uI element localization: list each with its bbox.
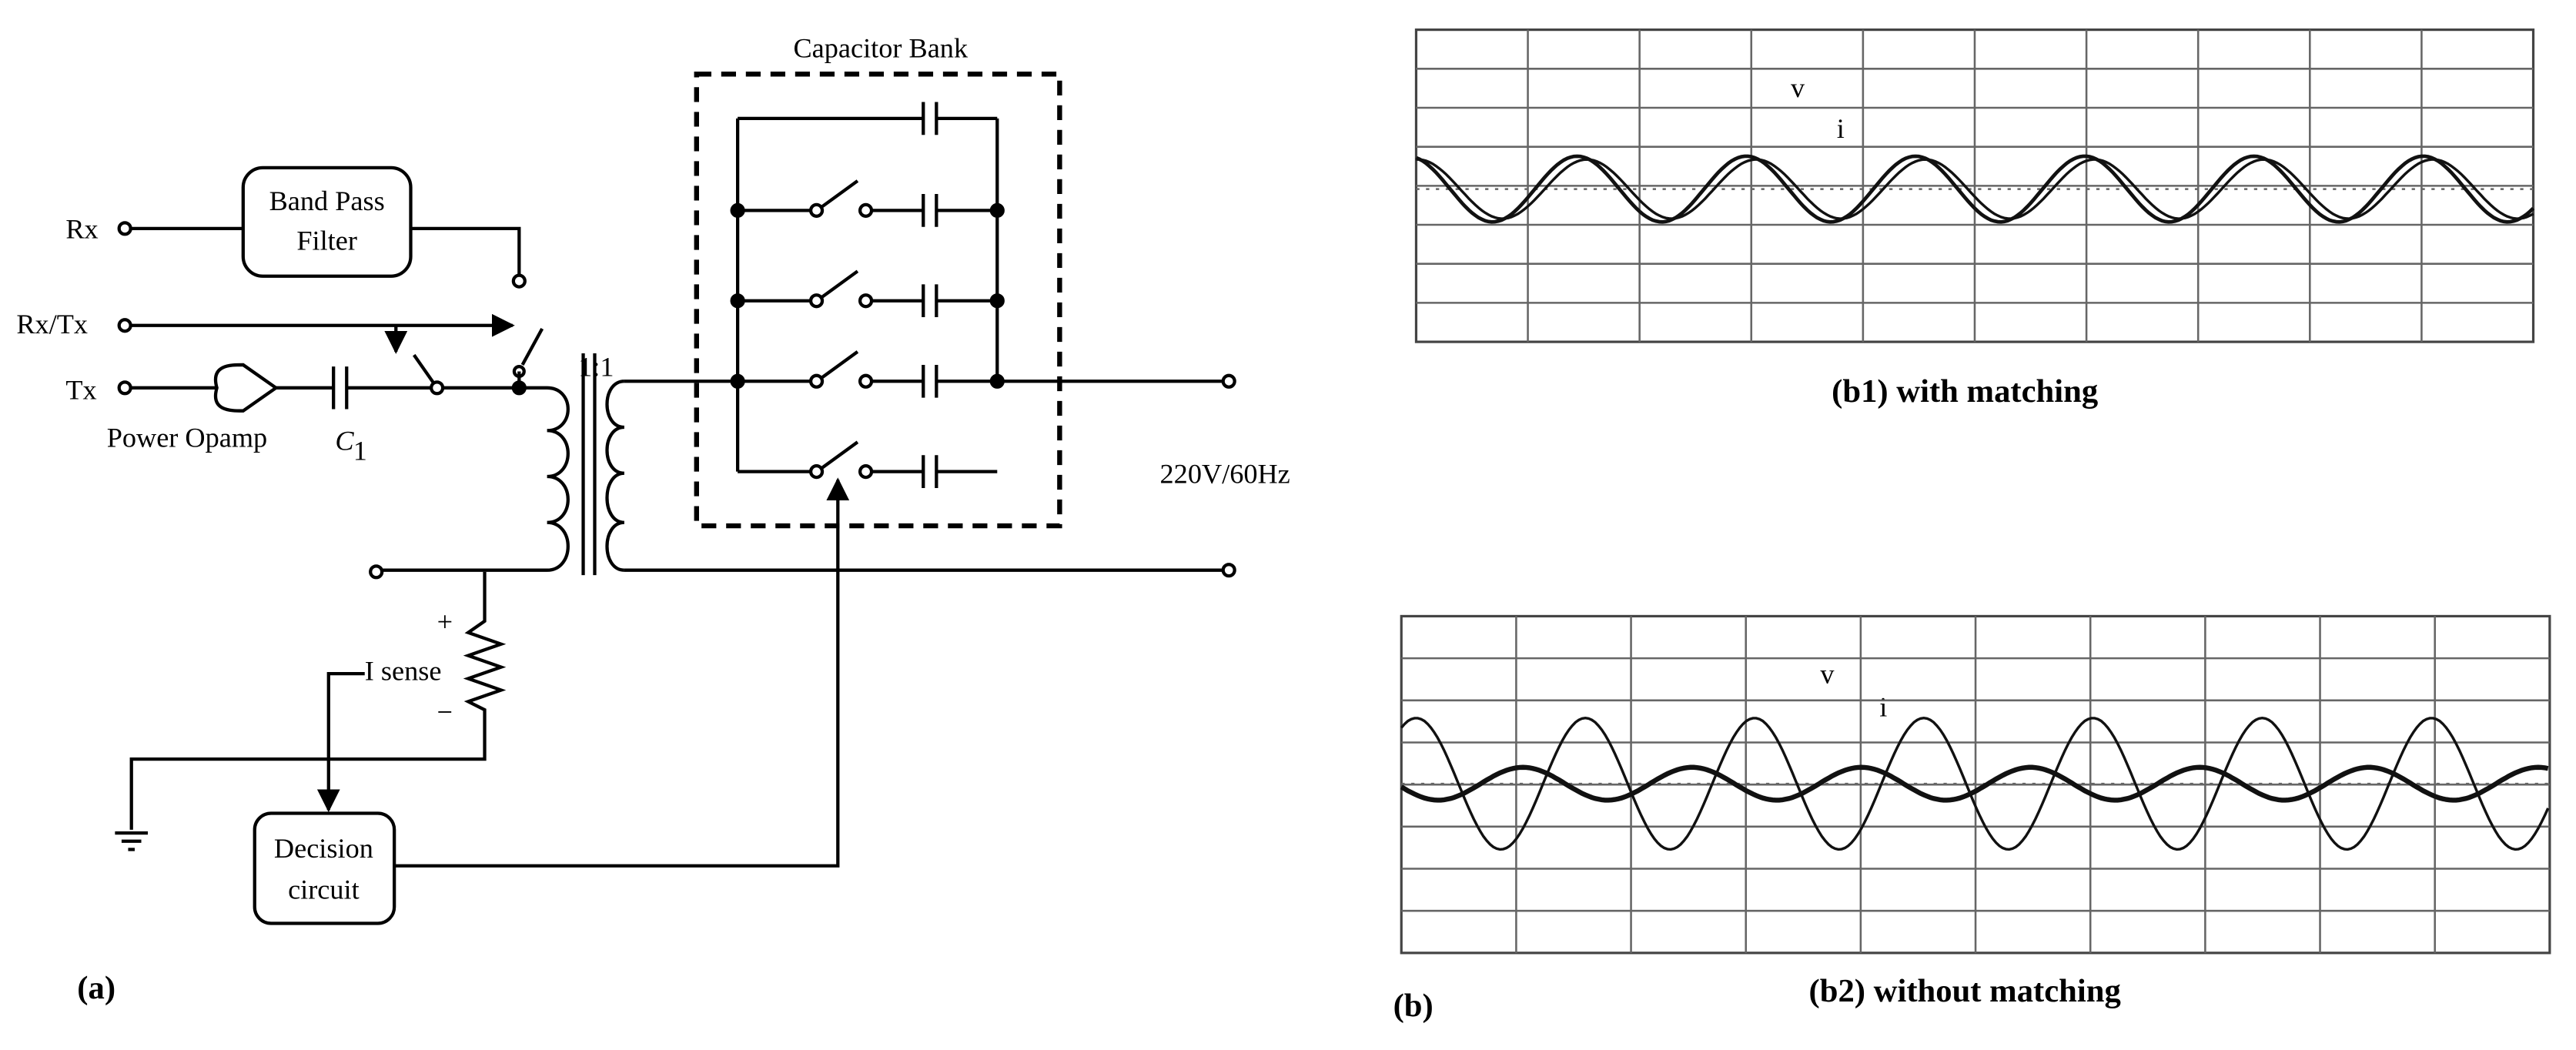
filter-label: Filter xyxy=(296,225,357,256)
terminal xyxy=(808,202,825,218)
switch-row xyxy=(738,350,998,398)
opamp-label: Power Opamp xyxy=(107,422,268,453)
terminal xyxy=(808,464,825,480)
cap-label: C xyxy=(335,426,354,456)
decision-label: circuit xyxy=(288,874,360,905)
switch-row xyxy=(738,440,998,488)
labels: Capacitor Bank Rx Rx/Tx Tx Band Pass Fil… xyxy=(16,33,2120,1025)
node xyxy=(989,293,1005,309)
trace-label: v xyxy=(1820,659,1835,690)
ratio-label: 1:1 xyxy=(578,352,614,383)
trace-label: v xyxy=(1791,72,1805,103)
scope xyxy=(1400,614,2551,955)
sense-label: I sense xyxy=(365,655,442,686)
port-label: Rx xyxy=(65,213,98,244)
cap-subscript: 1 xyxy=(353,436,367,466)
waveform xyxy=(1400,764,2549,803)
scope xyxy=(1414,28,2535,343)
waveform xyxy=(1416,158,2534,220)
decision-label: Decision xyxy=(274,833,373,864)
terminal xyxy=(858,464,874,480)
caption: (b2) without matching xyxy=(1809,973,2121,1009)
sense-minus: − xyxy=(437,697,453,727)
node xyxy=(730,202,745,218)
waveform xyxy=(1400,717,2550,851)
bank-title: Capacitor Bank xyxy=(793,33,968,64)
sense-plus: + xyxy=(437,606,453,637)
node xyxy=(730,293,745,309)
node xyxy=(989,202,1005,218)
panel-label: (b) xyxy=(1393,988,1434,1024)
trace-label: i xyxy=(1837,113,1845,144)
terminal xyxy=(808,293,825,309)
circuit xyxy=(115,72,1236,925)
terminal xyxy=(858,373,874,389)
switch-row xyxy=(738,269,998,318)
switch-row xyxy=(738,179,998,227)
terminal xyxy=(858,293,874,309)
terminal xyxy=(858,202,874,218)
caption: (b1) with matching xyxy=(1832,373,2098,410)
mains-label: 220V/60Hz xyxy=(1160,458,1290,489)
port-label: Rx/Tx xyxy=(16,309,88,339)
panel-label: (a) xyxy=(77,970,115,1006)
filter-label: Band Pass xyxy=(269,186,385,216)
trace-label: i xyxy=(1879,691,1887,722)
oscilloscopes xyxy=(1400,28,2551,955)
waveform xyxy=(1415,154,2535,224)
port-label: Tx xyxy=(65,375,96,406)
terminal xyxy=(808,373,825,389)
